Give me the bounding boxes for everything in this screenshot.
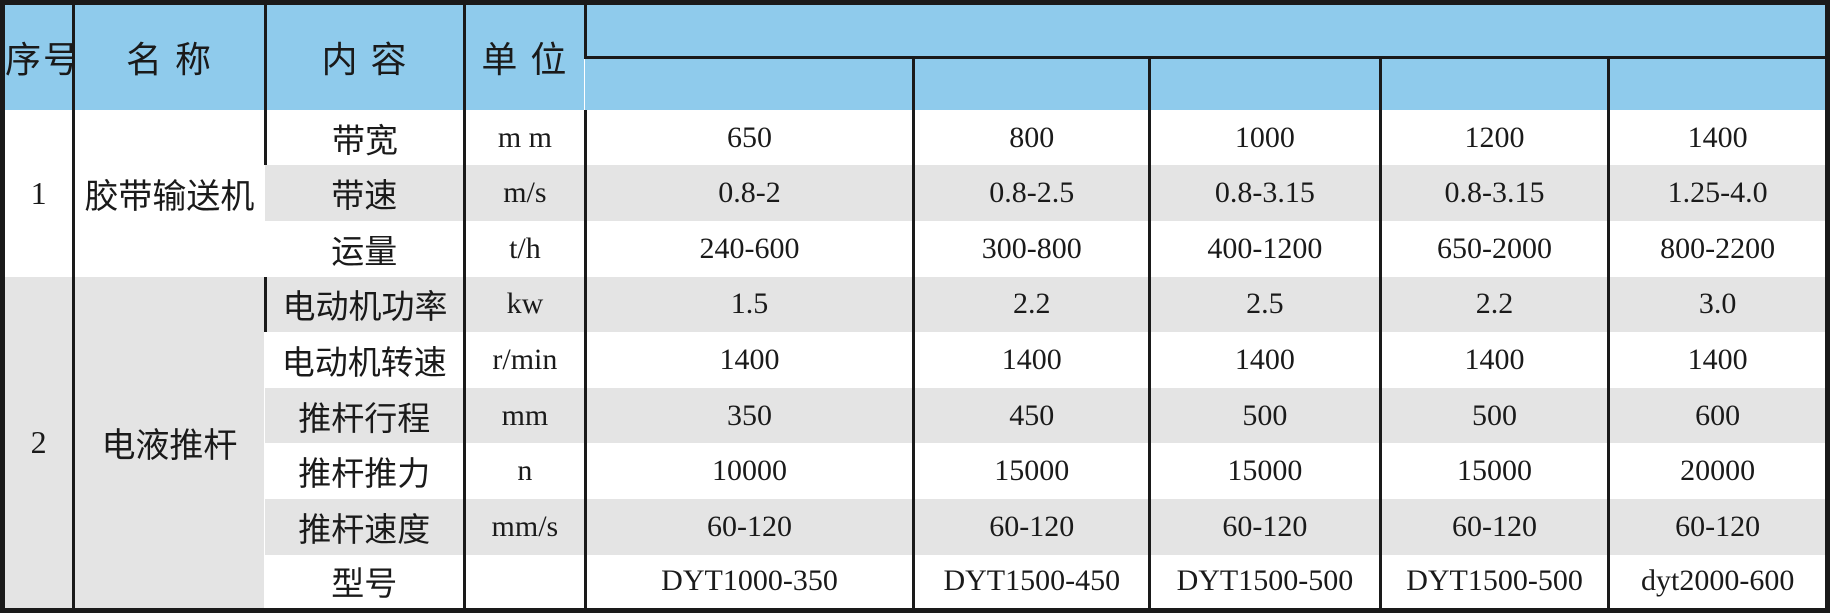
value-cell: 15000 xyxy=(1378,443,1609,500)
header-col-name: 名 称 xyxy=(72,2,266,110)
table-row: 推杆推力 n 10000 15000 15000 15000 20000 xyxy=(3,443,1828,500)
value-cell: 1400 xyxy=(583,332,914,388)
value-cell: DYT1500-500 xyxy=(1378,554,1609,611)
value-cell: 2.2 xyxy=(1378,276,1609,333)
value-cell: 0.8-3.15 xyxy=(1378,165,1609,221)
value-cell: 800 xyxy=(912,109,1150,166)
group-name: 电液推杆 xyxy=(72,276,266,611)
value-cell: 650 xyxy=(583,109,914,166)
unit-cell: t/h xyxy=(463,220,586,277)
value-cell: 350 xyxy=(583,387,914,444)
row-label: 带速 xyxy=(265,165,465,221)
value-cell: 0.8-3.15 xyxy=(1148,165,1381,221)
table-row: 型号 DYT1000-350 DYT1500-450 DYT1500-500 D… xyxy=(3,554,1828,611)
header-model-col-3 xyxy=(1148,57,1381,110)
value-cell: 2.5 xyxy=(1148,276,1381,333)
value-cell: 60-120 xyxy=(583,499,914,555)
header-model-col-2 xyxy=(912,57,1150,110)
value-cell: 20000 xyxy=(1607,443,1828,500)
unit-cell: m m xyxy=(463,109,586,166)
unit-cell: mm xyxy=(463,387,586,444)
header-col-unit: 单 位 xyxy=(463,2,586,110)
value-cell: 1200 xyxy=(1378,109,1609,166)
table-row: 1 胶带输送机 带宽 m m 650 800 1000 1200 1400 xyxy=(2,109,1828,277)
value-cell: 60-120 xyxy=(912,499,1150,555)
table-row: 运量 t/h 240-600 300-800 400-1200 650-2000… xyxy=(3,220,1828,277)
value-cell: 10000 xyxy=(583,443,914,500)
header-merged-band xyxy=(583,2,1828,59)
value-cell: 60-120 xyxy=(1378,499,1609,555)
row-label: 推杆行程 xyxy=(265,387,465,444)
value-cell: 60-120 xyxy=(1148,499,1381,555)
unit-cell: mm/s xyxy=(463,499,586,555)
table-row: 带速 m/s 0.8-2 0.8-2.5 0.8-3.15 0.8-3.15 1… xyxy=(3,165,1828,221)
value-cell: 15000 xyxy=(912,443,1150,500)
value-cell: 1.5 xyxy=(583,276,914,333)
header-model-col-5 xyxy=(1607,57,1828,110)
header-row: 序号 名 称 内 容 单 位 xyxy=(2,2,1828,110)
group-index: 2 xyxy=(2,276,74,611)
value-cell: 1400 xyxy=(1148,332,1381,388)
value-cell: 650-2000 xyxy=(1378,220,1609,277)
value-cell: 1.25-4.0 xyxy=(1607,165,1828,221)
value-cell: DYT1500-450 xyxy=(912,554,1150,611)
row-label: 推杆推力 xyxy=(298,457,431,494)
value-cell: 3.0 xyxy=(1607,276,1828,333)
row-label: 运量 xyxy=(331,234,398,271)
value-cell: 1400 xyxy=(1378,332,1609,388)
unit-cell xyxy=(463,554,586,611)
value-cell: 0.8-2 xyxy=(583,165,914,221)
row-label: 带宽 xyxy=(263,109,465,166)
value-cell: 300-800 xyxy=(912,220,1150,277)
header-col-index: 序号 xyxy=(2,2,74,110)
unit-cell: kw xyxy=(463,276,586,333)
header-subrow xyxy=(3,57,1828,110)
value-cell: 450 xyxy=(912,387,1150,444)
row-label: 型号 xyxy=(331,567,398,604)
group-index: 1 xyxy=(2,109,74,277)
value-cell: 240-600 xyxy=(583,220,914,277)
value-cell: 1400 xyxy=(1607,109,1828,166)
value-cell: 500 xyxy=(1148,387,1381,444)
value-cell: 500 xyxy=(1378,387,1609,444)
value-cell: 0.8-2.5 xyxy=(912,165,1150,221)
value-cell: 2.2 xyxy=(912,276,1150,333)
unit-cell: n xyxy=(463,443,586,500)
value-cell: DYT1500-500 xyxy=(1148,554,1381,611)
value-cell: 1000 xyxy=(1148,109,1381,166)
value-cell: dyt2000-600 xyxy=(1607,554,1828,611)
value-cell: 1400 xyxy=(1607,332,1828,388)
value-cell: DYT1000-350 xyxy=(583,554,914,611)
row-label: 电动机功率 xyxy=(263,276,465,333)
table-row: 2 电液推杆 电动机功率 kw 1.5 2.2 2.5 2.2 3.0 xyxy=(2,276,1828,611)
row-label: 电动机转速 xyxy=(281,346,447,383)
value-cell: 1400 xyxy=(912,332,1150,388)
table-row: 推杆行程 mm 350 450 500 500 600 xyxy=(3,387,1828,444)
value-cell: 600 xyxy=(1607,387,1828,444)
group-name: 胶带输送机 xyxy=(72,109,266,277)
value-cell: 60-120 xyxy=(1607,499,1828,555)
header-col-content: 内 容 xyxy=(263,2,465,110)
unit-cell: m/s xyxy=(463,165,586,221)
table-row: 电动机转速 r/min 1400 1400 1400 1400 1400 xyxy=(3,332,1828,388)
row-label: 推杆速度 xyxy=(265,499,465,555)
header-model-col-1 xyxy=(585,57,914,110)
value-cell: 800-2200 xyxy=(1607,220,1828,277)
unit-cell: r/min xyxy=(463,332,586,388)
table-row: 推杆速度 mm/s 60-120 60-120 60-120 60-120 60… xyxy=(3,499,1828,555)
header-model-col-4 xyxy=(1378,57,1609,110)
value-cell: 15000 xyxy=(1148,443,1381,500)
value-cell: 400-1200 xyxy=(1148,220,1381,277)
